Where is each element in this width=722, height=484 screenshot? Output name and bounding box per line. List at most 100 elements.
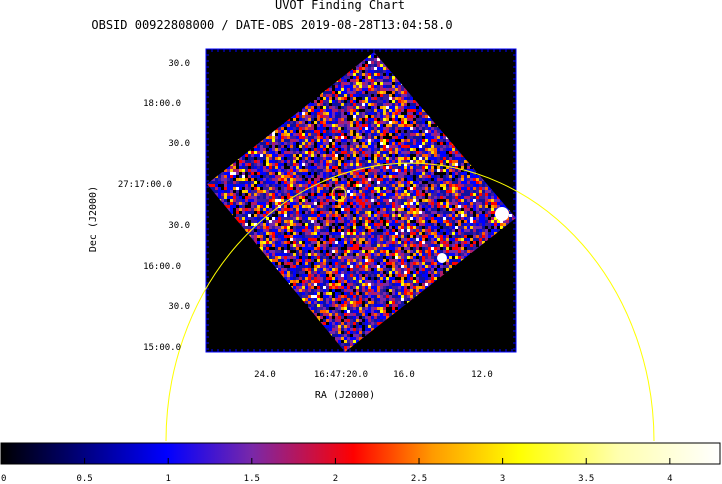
image-pixel bbox=[269, 142, 272, 145]
image-pixel bbox=[425, 151, 428, 154]
image-pixel bbox=[371, 130, 374, 133]
image-pixel bbox=[347, 166, 350, 169]
image-pixel bbox=[449, 148, 452, 151]
image-pixel bbox=[392, 157, 395, 160]
image-pixel bbox=[356, 121, 359, 124]
image-pixel bbox=[353, 67, 356, 70]
image-pixel bbox=[398, 187, 401, 190]
image-pixel bbox=[455, 187, 458, 190]
image-pixel bbox=[443, 145, 446, 148]
image-pixel bbox=[257, 151, 260, 154]
image-pixel bbox=[305, 124, 308, 127]
image-pixel bbox=[335, 145, 338, 148]
image-pixel bbox=[395, 181, 398, 184]
image-pixel bbox=[293, 148, 296, 151]
image-pixel bbox=[443, 160, 446, 163]
image-pixel bbox=[368, 97, 371, 100]
image-pixel bbox=[395, 94, 398, 97]
image-pixel bbox=[359, 160, 362, 163]
image-pixel bbox=[332, 187, 335, 190]
image-pixel bbox=[425, 160, 428, 163]
image-pixel bbox=[317, 169, 320, 172]
image-pixel bbox=[350, 133, 353, 136]
image-pixel bbox=[410, 115, 413, 118]
image-pixel bbox=[380, 112, 383, 115]
image-pixel bbox=[464, 181, 467, 184]
image-pixel bbox=[425, 175, 428, 178]
image-pixel bbox=[347, 145, 350, 148]
image-pixel bbox=[383, 82, 386, 85]
image-pixel bbox=[458, 187, 461, 190]
image-pixel bbox=[377, 130, 380, 133]
image-pixel bbox=[464, 178, 467, 181]
image-pixel bbox=[356, 118, 359, 121]
image-pixel bbox=[302, 112, 305, 115]
image-pixel bbox=[461, 154, 464, 157]
image-pixel bbox=[347, 142, 350, 145]
image-pixel bbox=[389, 136, 392, 139]
image-pixel bbox=[353, 136, 356, 139]
image-pixel bbox=[467, 175, 470, 178]
image-pixel bbox=[278, 133, 281, 136]
image-pixel bbox=[455, 172, 458, 175]
image-pixel bbox=[359, 121, 362, 124]
image-pixel bbox=[281, 160, 284, 163]
image-pixel bbox=[392, 148, 395, 151]
image-pixel bbox=[335, 112, 338, 115]
image-pixel bbox=[410, 178, 413, 181]
image-pixel bbox=[410, 157, 413, 160]
image-pixel bbox=[416, 190, 419, 193]
image-pixel bbox=[440, 169, 443, 172]
image-pixel bbox=[320, 154, 323, 157]
image-pixel bbox=[422, 160, 425, 163]
image-pixel bbox=[287, 139, 290, 142]
image-pixel bbox=[281, 190, 284, 193]
image-pixel bbox=[347, 94, 350, 97]
image-pixel bbox=[284, 160, 287, 163]
image-pixel bbox=[287, 136, 290, 139]
image-pixel bbox=[359, 85, 362, 88]
image-pixel bbox=[425, 181, 428, 184]
image-pixel bbox=[215, 184, 218, 187]
image-pixel bbox=[344, 100, 347, 103]
image-pixel bbox=[371, 106, 374, 109]
image-pixel bbox=[359, 172, 362, 175]
image-pixel bbox=[323, 166, 326, 169]
image-pixel bbox=[335, 139, 338, 142]
image-pixel bbox=[401, 136, 404, 139]
image-pixel bbox=[383, 187, 386, 190]
image-pixel bbox=[371, 97, 374, 100]
image-pixel bbox=[299, 127, 302, 130]
image-pixel bbox=[395, 97, 398, 100]
image-pixel bbox=[275, 157, 278, 160]
image-pixel bbox=[356, 136, 359, 139]
image-pixel bbox=[368, 184, 371, 187]
image-pixel bbox=[356, 145, 359, 148]
image-pixel bbox=[383, 130, 386, 133]
image-pixel bbox=[401, 187, 404, 190]
image-pixel bbox=[299, 184, 302, 187]
image-pixel bbox=[239, 169, 242, 172]
image-pixel bbox=[317, 106, 320, 109]
image-pixel bbox=[377, 166, 380, 169]
image-pixel bbox=[449, 142, 452, 145]
image-pixel bbox=[401, 106, 404, 109]
image-pixel bbox=[416, 142, 419, 145]
image-pixel bbox=[269, 175, 272, 178]
image-pixel bbox=[326, 88, 329, 91]
image-pixel bbox=[407, 151, 410, 154]
image-pixel bbox=[326, 145, 329, 148]
image-pixel bbox=[338, 112, 341, 115]
image-pixel bbox=[329, 178, 332, 181]
image-pixel bbox=[350, 151, 353, 154]
image-pixel bbox=[380, 76, 383, 79]
image-pixel bbox=[269, 172, 272, 175]
image-pixel bbox=[308, 112, 311, 115]
image-pixel bbox=[332, 100, 335, 103]
image-pixel bbox=[275, 148, 278, 151]
image-pixel bbox=[440, 133, 443, 136]
image-pixel bbox=[314, 169, 317, 172]
image-pixel bbox=[350, 106, 353, 109]
image-pixel bbox=[341, 142, 344, 145]
image-pixel bbox=[446, 142, 449, 145]
